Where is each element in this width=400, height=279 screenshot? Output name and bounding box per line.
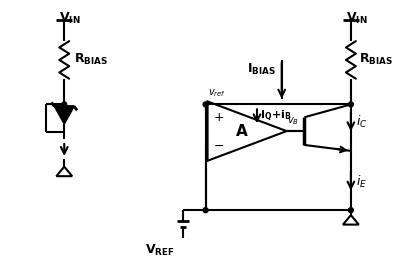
Text: $\mathbf{V_{REF}}$: $\mathbf{V_{REF}}$ — [145, 243, 175, 258]
Polygon shape — [54, 106, 74, 124]
Text: $v_{ref}$: $v_{ref}$ — [208, 88, 226, 100]
Text: $\mathbf{R_{BIAS}}$: $\mathbf{R_{BIAS}}$ — [74, 52, 108, 68]
Text: $\mathbf{R_{BIAS}}$: $\mathbf{R_{BIAS}}$ — [359, 52, 393, 68]
Text: $\mathbf{V_{IN}}$: $\mathbf{V_{IN}}$ — [346, 11, 368, 26]
Circle shape — [348, 102, 353, 107]
Text: $\mathbf{V_{IN}}$: $\mathbf{V_{IN}}$ — [59, 11, 81, 26]
Text: $-$: $-$ — [214, 138, 225, 151]
Text: +: + — [214, 111, 224, 124]
Text: $v_B$: $v_B$ — [288, 115, 300, 127]
Text: A: A — [236, 124, 248, 139]
Text: $\mathbf{I_Q{+}i_B}$: $\mathbf{I_Q{+}i_B}$ — [260, 109, 292, 124]
Circle shape — [348, 208, 353, 213]
Circle shape — [62, 102, 67, 107]
Text: $i_C$: $i_C$ — [356, 114, 367, 130]
Circle shape — [203, 208, 208, 213]
Circle shape — [203, 102, 208, 107]
Text: $\mathbf{I_{BIAS}}$: $\mathbf{I_{BIAS}}$ — [247, 62, 276, 77]
Text: $i_E$: $i_E$ — [356, 174, 367, 189]
